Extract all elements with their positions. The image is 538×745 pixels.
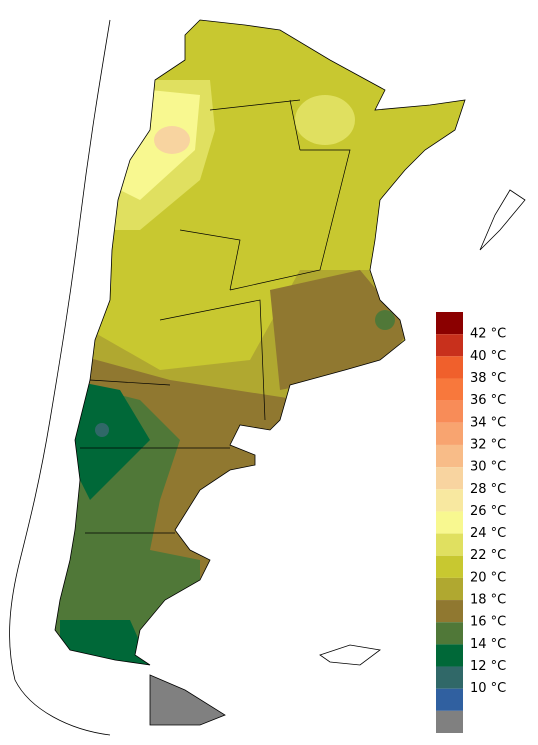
- legend-swatch: [436, 577, 463, 601]
- legend-swatch: [436, 334, 463, 357]
- legend-swatch: [436, 312, 463, 335]
- zone-16b: [375, 310, 395, 330]
- legend-label: 22 °C: [470, 548, 506, 563]
- legend-label: 40 °C: [470, 349, 506, 364]
- legend-swatch: [436, 555, 463, 578]
- legend-swatch: [436, 400, 463, 423]
- zone-24b: [295, 95, 355, 145]
- zone-14: [70, 380, 150, 500]
- legend-swatch: [436, 356, 463, 379]
- legend-label: 14 °C: [470, 637, 506, 652]
- legend-swatch: [436, 467, 463, 490]
- legend-label: 24 °C: [470, 526, 506, 541]
- province-borders: [80, 99, 351, 534]
- legend-label: 12 °C: [470, 659, 506, 674]
- legend-swatch: [436, 688, 463, 711]
- islands: [319, 644, 381, 666]
- legend-label: 20 °C: [470, 570, 506, 585]
- legend-label: 42 °C: [470, 327, 506, 342]
- legend-label: 38 °C: [470, 371, 506, 386]
- chile-coast: [9, 19, 111, 736]
- legend-label: 10 °C: [470, 681, 506, 696]
- zone-18a: [270, 270, 410, 390]
- legend-swatch: [436, 489, 463, 512]
- legend-swatch: [436, 422, 463, 445]
- legend-label: 34 °C: [470, 415, 506, 430]
- legend-label: 32 °C: [470, 437, 506, 452]
- zone-30: [154, 126, 190, 154]
- legend-label: 28 °C: [470, 482, 506, 497]
- legend-swatch: [436, 511, 463, 534]
- tierra-del-fuego: [149, 674, 226, 726]
- legend-label: 30 °C: [470, 460, 506, 475]
- legend-swatch: [436, 622, 463, 645]
- legend-swatch: [436, 378, 463, 401]
- legend-label: 36 °C: [470, 393, 506, 408]
- legend-label: 18 °C: [470, 593, 506, 608]
- legend-swatch: [436, 644, 463, 667]
- legend: 42 °C 40 °C 38 °C 36 °C 34 °C 32 °C 30 °C 28 °C…: [436, 312, 506, 733]
- argentina-outline: [54, 19, 466, 666]
- legend-label: 16 °C: [470, 615, 506, 630]
- legend-swatch: [436, 600, 463, 623]
- legend-label: 26 °C: [470, 504, 506, 519]
- zone-12: [95, 423, 109, 437]
- legend-swatch: [436, 710, 463, 733]
- uruguay-coast: [479, 189, 526, 251]
- legend-swatch: [436, 533, 463, 556]
- legend-swatch: [436, 666, 463, 689]
- legend-swatch: [436, 444, 463, 468]
